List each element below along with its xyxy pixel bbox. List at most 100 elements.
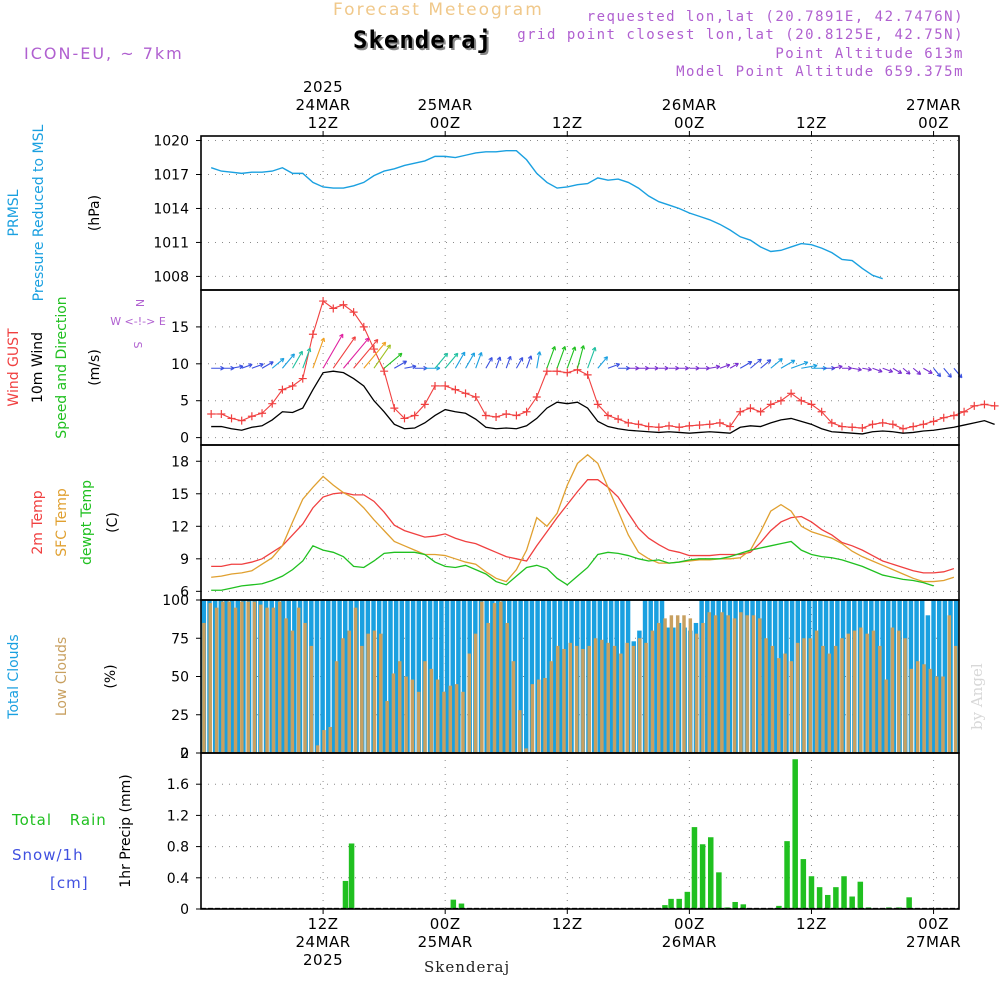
low-cloud-bar [631, 645, 636, 753]
low-cloud-bar [246, 601, 250, 753]
wind-direction-arrow [454, 351, 466, 369]
gust-marker [247, 412, 256, 421]
gust-marker [603, 411, 612, 420]
total-cloud-bar [541, 600, 546, 753]
low-cloud-bar [859, 627, 863, 753]
low-cloud-bar [341, 638, 345, 753]
y-tick-label: 12 [171, 519, 189, 535]
low-cloud-bar [720, 612, 724, 753]
total-cloud-bar [761, 600, 767, 753]
y-tick-label: 0 [180, 746, 189, 762]
top-time-label: 24MAR [295, 96, 350, 114]
total-cloud-bar [654, 600, 659, 753]
gust-marker [431, 381, 440, 390]
low-cloud-bar [852, 630, 857, 753]
low-cloud-bar [265, 607, 269, 753]
wind-direction-arrow [353, 338, 379, 369]
low-cloud-bar [928, 668, 933, 753]
rain-bar [732, 901, 738, 909]
low-cloud-bar [941, 676, 945, 753]
gust-marker [400, 414, 409, 423]
total-cloud-bar [507, 600, 512, 753]
gust-marker [217, 410, 226, 418]
rain-bar [857, 881, 864, 909]
rain-bar [691, 827, 698, 909]
y-axis-label: Pressure Reduced to MSL [31, 124, 47, 301]
low-cloud-bar [568, 642, 573, 753]
low-cloud-bar [669, 615, 674, 753]
wind-direction-arrow [444, 352, 459, 369]
low-cloud-bar [657, 622, 661, 753]
total-cloud-bar [275, 600, 280, 753]
rain-bar [906, 897, 912, 909]
gust-marker [909, 422, 918, 431]
gust-marker [380, 367, 389, 376]
gust-marker [298, 374, 307, 383]
low-cloud-bar [795, 642, 800, 753]
gust-marker [929, 417, 938, 426]
pressure-frame [200, 135, 960, 291]
rain-bar [707, 837, 714, 909]
pressure-line [210, 150, 883, 280]
low-cloud-bar [764, 638, 768, 753]
wind-direction-arrow [597, 356, 609, 369]
gust-marker [420, 400, 429, 409]
wind-direction-arrow [587, 346, 597, 369]
low-cloud-bar [530, 684, 535, 753]
rain-bar [450, 899, 457, 909]
y-axis-label: SFC Temp [54, 488, 70, 557]
total-cloud-bar [292, 600, 297, 753]
total-cloud-bar [393, 600, 399, 753]
wind-direction-arrow [404, 364, 417, 370]
low-cloud-bar [486, 622, 490, 753]
top-time-label: 00Z [674, 114, 705, 132]
low-cloud-bar [871, 630, 876, 753]
wind-direction-arrow [556, 346, 567, 369]
low-cloud-bar [713, 615, 718, 753]
y-tick-label: 5 [180, 394, 189, 410]
requested-coords: requested lon,lat (20.7891E, 42.7476N) [586, 9, 964, 25]
gust-marker [878, 418, 887, 427]
wind-direction-arrow [251, 362, 264, 369]
wind-direction-arrow [526, 355, 533, 369]
gust-line [211, 300, 995, 430]
y-tick-label: 1017 [153, 168, 189, 184]
gust-marker [736, 407, 745, 416]
total-cloud-bar [942, 600, 948, 753]
wind-direction-arrow [231, 364, 244, 370]
wind-direction-arrow [760, 359, 772, 369]
y-tick-label: 10 [171, 357, 189, 373]
total-cloud-bar [557, 600, 563, 753]
y-axis-label: (hPa) [87, 195, 103, 231]
gust-marker [624, 418, 633, 427]
y-tick-label: 6 [180, 584, 189, 600]
low-cloud-bar [581, 648, 585, 753]
gust-marker [522, 407, 531, 416]
low-cloud-bar [625, 642, 629, 753]
low-cloud-bar [745, 615, 749, 753]
total-cloud-bar [326, 600, 331, 753]
low-cloud-bar [410, 679, 415, 753]
rain-bar [816, 887, 823, 909]
gust-marker [990, 401, 999, 410]
total-cloud-bar [235, 600, 240, 753]
low-cloud-bar [732, 618, 737, 753]
rain-bar [740, 904, 747, 909]
low-cloud-bar [833, 645, 838, 753]
bottom-time-label: 25MAR [418, 933, 473, 951]
low-cloud-bar [840, 638, 844, 753]
total-cloud-bar [495, 600, 501, 753]
chart-subtitle: Forecast Meteogram [333, 0, 544, 20]
low-cloud-bar [315, 745, 320, 753]
gust-marker [919, 420, 928, 429]
rain-bar [699, 844, 706, 909]
total-cloud-bar [880, 600, 885, 753]
gust-marker [837, 422, 846, 431]
rain-bar [668, 898, 674, 909]
low-cloud-bar [284, 618, 288, 753]
gust-marker [593, 400, 602, 409]
low-cloud-bar [555, 645, 560, 753]
wind-direction-arrow [312, 337, 326, 369]
y-tick-label: 25 [171, 708, 189, 724]
